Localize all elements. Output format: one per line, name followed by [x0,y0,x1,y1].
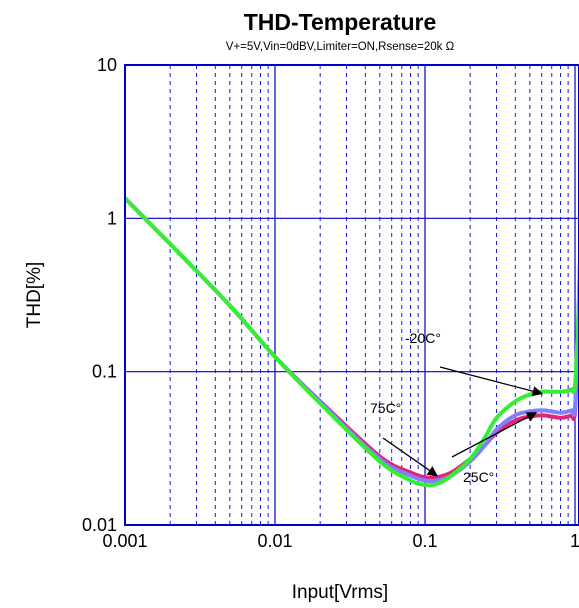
x-tick-label: 1 [570,531,579,551]
y-axis-label: THD[%] [24,262,45,329]
annotation-label: 25C° [463,469,494,485]
series-line-2 [125,196,579,488]
annotation-arrow [451,412,538,458]
x-tick-label: 0.01 [257,531,292,551]
annotations: -20C° 75C° 25C° [370,330,543,485]
x-tick-label: 0.1 [412,531,437,551]
y-tick-label: 10 [97,55,117,75]
y-tick-label: 0.01 [82,515,117,535]
annotation-label: 75C° [370,400,401,416]
annotation-label: -20C° [405,330,441,346]
annotation-arrow [439,366,543,397]
series-curves [125,196,579,488]
grid [125,65,579,525]
chart-subtitle: V+=5V,Vin=0dBV,Limiter=ON,Rsense=20k Ω [226,41,455,53]
annotation-arrow [382,437,438,477]
x-tick-label: 0.001 [102,531,147,551]
chart-title: THD-Temperature [244,9,437,35]
x-axis-label: Input[Vrms] [292,582,388,603]
y-tick-label: 1 [107,208,117,228]
plot-frame [124,64,579,526]
y-tick-label: 0.1 [92,362,117,382]
